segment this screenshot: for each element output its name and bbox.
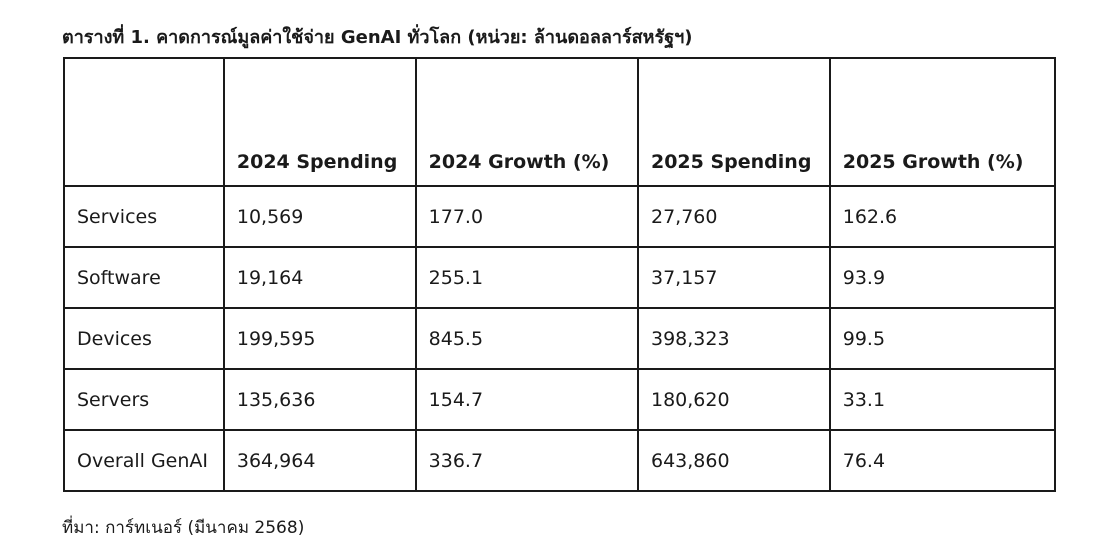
cell-2025-spending: 27,760 xyxy=(636,185,831,248)
table-row: Devices 199,595 845.5 398,323 99.5 xyxy=(63,307,1057,370)
cell-2024-spending: 199,595 xyxy=(222,307,417,370)
cell-2024-spending: 10,569 xyxy=(222,185,417,248)
cell-2024-growth: 336.7 xyxy=(414,429,639,492)
table-header-row: 2024 Spending 2024 Growth (%) 2025 Spend… xyxy=(63,57,1057,187)
header-2025-spending: 2025 Spending xyxy=(636,57,831,187)
cell-2025-spending: 37,157 xyxy=(636,246,831,309)
cell-2024-growth: 845.5 xyxy=(414,307,639,370)
table-row: Servers 135,636 154.7 180,620 33.1 xyxy=(63,368,1057,431)
cell-2024-spending: 19,164 xyxy=(222,246,417,309)
table-caption: ตารางที่ 1. คาดการณ์มูลค่าใช้จ่าย GenAI … xyxy=(62,27,693,48)
table-row: Overall GenAI 364,964 336.7 643,860 76.4 xyxy=(63,429,1057,492)
header-2025-growth: 2025 Growth (%) xyxy=(828,57,1057,187)
source-note: ที่มา: การ์ทเนอร์ (มีนาคม 2568) xyxy=(62,518,305,538)
cell-2024-spending: 135,636 xyxy=(222,368,417,431)
cell-2024-growth: 255.1 xyxy=(414,246,639,309)
genai-spending-table: 2024 Spending 2024 Growth (%) 2025 Spend… xyxy=(63,57,1057,492)
header-2024-spending: 2024 Spending xyxy=(222,57,417,187)
table-row: Services 10,569 177.0 27,760 162.6 xyxy=(63,185,1057,248)
cell-2024-spending: 364,964 xyxy=(222,429,417,492)
cell-2025-growth: 99.5 xyxy=(828,307,1057,370)
cell-2025-spending: 643,860 xyxy=(636,429,831,492)
table-row: Software 19,164 255.1 37,157 93.9 xyxy=(63,246,1057,309)
row-label: Devices xyxy=(63,307,225,370)
row-label: Servers xyxy=(63,368,225,431)
cell-2025-spending: 398,323 xyxy=(636,307,831,370)
cell-2025-spending: 180,620 xyxy=(636,368,831,431)
cell-2025-growth: 76.4 xyxy=(828,429,1057,492)
header-2024-growth: 2024 Growth (%) xyxy=(414,57,639,187)
cell-2025-growth: 33.1 xyxy=(828,368,1057,431)
header-category xyxy=(63,57,225,187)
row-label: Software xyxy=(63,246,225,309)
cell-2024-growth: 154.7 xyxy=(414,368,639,431)
cell-2025-growth: 162.6 xyxy=(828,185,1057,248)
cell-2025-growth: 93.9 xyxy=(828,246,1057,309)
row-label: Services xyxy=(63,185,225,248)
cell-2024-growth: 177.0 xyxy=(414,185,639,248)
row-label: Overall GenAI xyxy=(63,429,225,492)
